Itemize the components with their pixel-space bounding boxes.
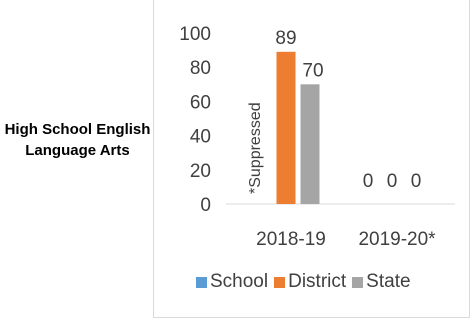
y-tick-label: 60	[190, 92, 211, 113]
legend-item: State	[352, 271, 411, 293]
legend-swatch	[352, 276, 364, 288]
x-category-label: 2019-20*	[358, 229, 436, 250]
legend-label: School	[210, 271, 269, 292]
y-tick-label: 0	[200, 195, 211, 216]
bar-state	[300, 84, 320, 204]
y-tick-label: 100	[179, 24, 211, 45]
data-label: 70	[302, 60, 323, 81]
subject-label: High School English Language Arts	[4, 121, 151, 159]
legend-swatch	[196, 276, 207, 288]
y-tick-label: 20	[190, 161, 211, 182]
data-label: 89	[275, 28, 296, 49]
data-label: 0	[363, 171, 374, 192]
chart-frame	[153, 0, 470, 318]
legend-label: State	[366, 271, 411, 292]
legend-label: District	[288, 271, 347, 292]
x-category-label: 2018-19	[256, 229, 326, 250]
chart-legend: School District State	[196, 271, 417, 293]
legend-item: District	[274, 271, 346, 293]
legend-swatch	[274, 276, 286, 288]
y-tick-label: 40	[190, 127, 211, 148]
bar-district	[276, 51, 296, 205]
legend-item: School	[196, 271, 268, 293]
data-label: 0	[411, 171, 422, 192]
data-label: 0	[387, 171, 398, 192]
y-tick-label: 80	[190, 58, 211, 79]
data-label: *Suppressed	[247, 102, 264, 194]
